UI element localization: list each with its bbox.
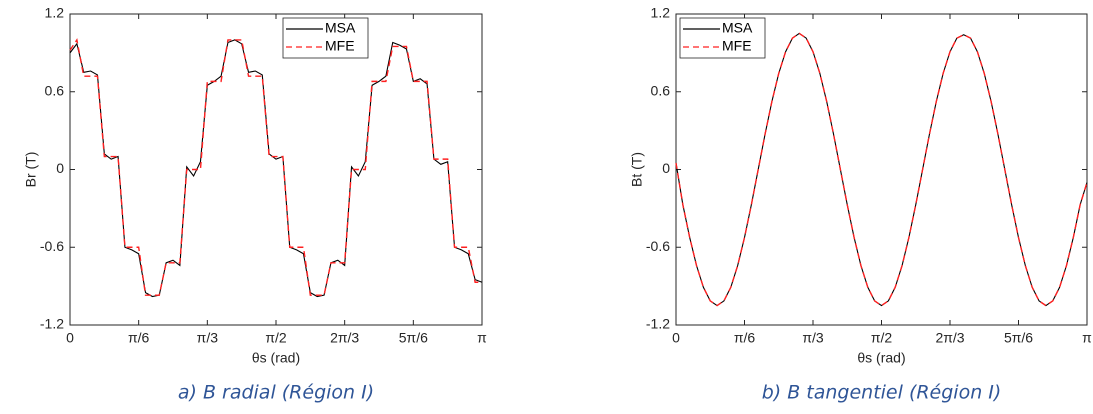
series-line xyxy=(69,38,482,296)
x-tick-label: 5π/6 xyxy=(1004,330,1033,346)
x-tick-label: 2π/3 xyxy=(330,330,359,346)
y-axis-label: Br (T) xyxy=(23,152,39,188)
x-tick-label: 0 xyxy=(672,330,680,346)
y-tick-label: 0.6 xyxy=(651,82,671,98)
caption: a) B radial (Région I) xyxy=(178,382,374,404)
x-tick-label: π/6 xyxy=(128,330,150,346)
legend: MSA MFE xyxy=(679,17,766,59)
x-axis-label: θs (rad) xyxy=(252,350,300,366)
y-tick-label: 0.6 xyxy=(45,82,65,98)
y-tick-label: 1.2 xyxy=(651,5,671,21)
plot: -1.2 -0.6 0 0.6 1.2 0 π/6 π/3 π/2 2π/3 5π/6 π θs (ra… xyxy=(629,5,1092,404)
x-tick-label: 5π/6 xyxy=(399,330,428,346)
legend: MSA MFE xyxy=(282,17,369,59)
x-tick-label: π/3 xyxy=(197,330,219,346)
y-tick-label: 0 xyxy=(662,160,670,176)
y-axis-label: Bt (T) xyxy=(629,152,645,187)
y-tick-label: -1.2 xyxy=(40,316,64,332)
y-tick-label: -0.6 xyxy=(646,238,670,254)
y-tick-label: 1.2 xyxy=(45,5,65,21)
series-line xyxy=(675,32,1088,307)
legend-label: MFE xyxy=(722,38,752,54)
legend-label: MFE xyxy=(325,38,355,54)
caption: b) B tangentiel (Région I) xyxy=(762,382,1002,404)
series-line xyxy=(69,39,483,298)
legend-box xyxy=(282,17,369,59)
x-tick-label: π/2 xyxy=(265,330,287,346)
axes-box xyxy=(69,13,483,326)
legend-label: MSA xyxy=(722,20,753,36)
axes-box xyxy=(675,13,1088,326)
x-tick-label: 0 xyxy=(66,330,74,346)
plot: -1.2 -0.6 0 0.6 1.2 0 π/6 π/3 π/2 2π/3 5π/6 π θs (ra… xyxy=(23,5,487,404)
x-tick-label: π/6 xyxy=(734,330,756,346)
legend-label: MSA xyxy=(325,20,356,36)
x-tick-label: 2π/3 xyxy=(935,330,964,346)
legend-box xyxy=(679,17,766,59)
series-line xyxy=(675,32,1088,307)
x-tick-label: π/3 xyxy=(802,330,824,346)
x-tick-label: π xyxy=(477,330,487,346)
y-tick-label: -1.2 xyxy=(646,316,670,332)
y-tick-label: -0.6 xyxy=(40,238,64,254)
x-tick-label: π/2 xyxy=(871,330,893,346)
x-axis-label: θs (rad) xyxy=(857,350,905,366)
x-tick-label: π xyxy=(1082,330,1092,346)
y-tick-label: 0 xyxy=(56,160,64,176)
